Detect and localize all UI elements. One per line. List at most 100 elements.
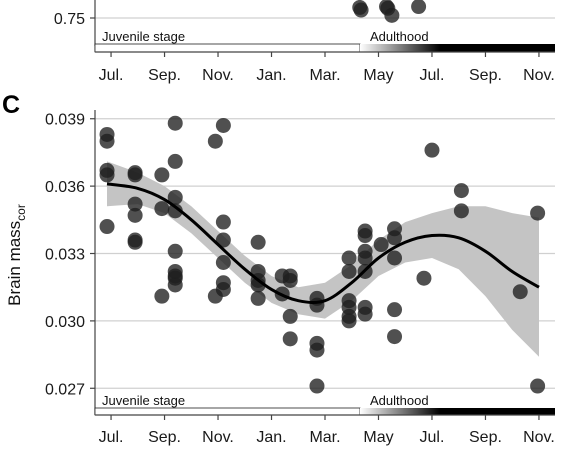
data-point	[357, 228, 373, 244]
panel-c-x-tick-label: Sep.	[469, 429, 502, 446]
confidence-band-area	[107, 161, 539, 357]
data-point	[167, 203, 183, 219]
top-x-tick-label: Nov.	[202, 67, 234, 84]
data-point	[282, 308, 298, 324]
panel-c-stage-bar-juvenile	[94, 407, 361, 416]
top-x-tick-label: Nov.	[523, 67, 555, 84]
data-point	[416, 270, 432, 286]
panel-c: C Brain masscor 0.027 0.030 0.033 0.036 0.03…	[2, 91, 555, 446]
data-point	[215, 117, 231, 133]
panel-c-scatter-points	[99, 115, 546, 394]
top-plot-area	[95, 0, 555, 44]
panel-c-y-tick-label: 0.039	[45, 112, 85, 129]
data-point	[127, 234, 143, 250]
data-point	[167, 189, 183, 205]
top-stage-bar-gradient	[360, 44, 440, 52]
data-point	[387, 302, 403, 318]
panel-c-x-tick-label: Mar.	[309, 429, 340, 446]
smooth-fit-line	[106, 182, 540, 304]
y-axis-label-subscript: cor	[14, 204, 28, 221]
top-data-point	[384, 7, 400, 23]
confidence-band	[107, 161, 539, 357]
data-point	[357, 306, 373, 322]
panel-c-stage-label-adult: Adulthood	[370, 393, 429, 408]
top-stage-bar-juvenile	[94, 43, 361, 53]
data-point	[309, 297, 325, 313]
data-point	[357, 250, 373, 266]
data-point	[512, 284, 528, 300]
data-point	[215, 281, 231, 297]
data-point	[387, 329, 403, 345]
panel-c-stage-bar-adult	[440, 408, 555, 415]
data-point	[387, 230, 403, 246]
data-point	[215, 232, 231, 248]
top-stage-bar-adult	[440, 44, 555, 52]
top-data-point	[353, 2, 369, 18]
data-point	[424, 142, 440, 158]
top-data-point	[411, 0, 427, 15]
data-point	[387, 250, 403, 266]
top-stage-bar: Juvenile stage Adulthood	[94, 29, 555, 53]
top-x-tick-label: May	[363, 67, 393, 84]
panel-c-x-tick-label: May	[363, 429, 393, 446]
data-point	[453, 183, 469, 199]
panel-c-y-axis: 0.027 0.030 0.033 0.036 0.039	[45, 112, 95, 398]
panel-c-x-tick-label: Nov.	[202, 429, 234, 446]
data-point	[167, 277, 183, 293]
y-axis-label: Brain masscor	[5, 204, 28, 306]
data-point	[341, 263, 357, 279]
data-point	[127, 167, 143, 183]
panel-c-y-tick-label: 0.033	[45, 247, 85, 264]
top-x-tick-label: Jul.	[420, 67, 445, 84]
data-point	[154, 201, 170, 217]
panel-c-y-tick-label: 0.030	[45, 314, 85, 331]
top-x-tick-label: Sep.	[148, 67, 181, 84]
data-point	[309, 342, 325, 358]
data-point	[207, 133, 223, 149]
top-x-axis: Jul. Sep. Nov. Jan. Mar. May Jul. Sep. Nov.	[95, 51, 555, 84]
data-point	[341, 313, 357, 329]
data-point	[99, 167, 115, 183]
top-stage-label-adult: Adulthood	[370, 29, 429, 44]
panel-c-stage-bar-gradient	[360, 408, 440, 415]
data-point	[167, 153, 183, 169]
data-point	[127, 196, 143, 212]
panel-c-y-tick-label: 0.027	[45, 381, 85, 398]
top-x-tick-label: Sep.	[469, 67, 502, 84]
data-point	[215, 254, 231, 270]
top-scatter-points	[352, 0, 427, 23]
data-point	[167, 243, 183, 259]
data-point	[215, 214, 231, 230]
data-point	[530, 378, 546, 394]
panel-letter-c: C	[2, 91, 20, 119]
data-point	[282, 272, 298, 288]
top-panel: 0.75 Juvenile stage Adulthood Jul. Sep. No…	[54, 0, 555, 84]
data-point	[154, 167, 170, 183]
data-point	[373, 237, 389, 253]
data-point	[250, 290, 266, 306]
panel-c-stage-bar: Juvenile stage Adulthood	[94, 393, 555, 416]
top-x-tick-label: Mar.	[309, 67, 340, 84]
data-point	[453, 203, 469, 219]
smooth-fit-curve	[106, 182, 540, 304]
data-point	[282, 331, 298, 347]
data-point	[154, 288, 170, 304]
data-point	[530, 205, 546, 221]
data-point	[309, 378, 325, 394]
data-point	[167, 115, 183, 131]
top-x-tick-label: Jan.	[256, 67, 286, 84]
panel-c-x-tick-label: Nov.	[523, 429, 555, 446]
data-point	[250, 234, 266, 250]
data-point	[99, 133, 115, 149]
panel-c-x-tick-label: Jan.	[256, 429, 286, 446]
panel-c-x-tick-label: Jul.	[99, 429, 124, 446]
data-point	[341, 250, 357, 266]
data-point	[99, 219, 115, 235]
panel-c-stage-label-juvenile: Juvenile stage	[102, 393, 185, 408]
top-x-tick-label: Jul.	[99, 67, 124, 84]
top-stage-label-juvenile: Juvenile stage	[102, 29, 185, 44]
panel-c-x-tick-label: Sep.	[148, 429, 181, 446]
data-point	[127, 207, 143, 223]
panel-c-y-tick-label: 0.036	[45, 179, 85, 196]
